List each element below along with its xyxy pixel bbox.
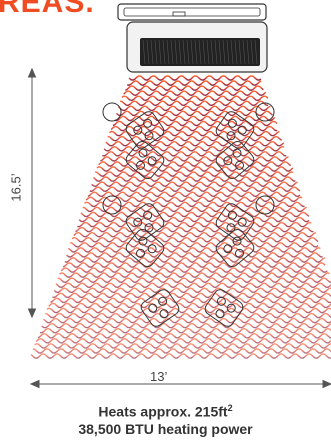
- heat-wave-line: [34, 342, 331, 349]
- heat-wave-line: [89, 186, 301, 193]
- height-dimension-line: [27, 67, 37, 319]
- heat-wave-line: [87, 191, 301, 198]
- heat-wave-line: [121, 95, 269, 102]
- width-label: 13’: [150, 369, 168, 384]
- chair-outline: [125, 228, 165, 268]
- heat-wave-line: [62, 262, 326, 268]
- patio-heater-icon: [117, 3, 268, 73]
- heat-wave-line: [117, 105, 271, 112]
- side-table-outline: [102, 195, 122, 215]
- heat-wave-line: [96, 166, 294, 172]
- height-label: 16.5’: [8, 173, 24, 202]
- heat-wave-line: [100, 155, 289, 162]
- heat-wave-line: [103, 145, 285, 152]
- heat-wave-line: [128, 75, 262, 81]
- heat-wave-line: [84, 201, 305, 208]
- heat-wave-line: [91, 181, 298, 188]
- heat-wave-line: [52, 292, 331, 299]
- chair-outline: [125, 140, 165, 180]
- chair-outline: [215, 228, 255, 268]
- heat-wave-line: [105, 140, 285, 147]
- heat-wave-line: [73, 231, 317, 238]
- heat-wave-line: [69, 241, 319, 248]
- coverage-text: Heats approx. 215ft: [98, 403, 228, 420]
- heater-grille: [142, 39, 258, 65]
- heat-wave-line: [71, 236, 319, 243]
- chair-outline: [125, 203, 165, 241]
- side-table-outline: [255, 102, 275, 122]
- chair-outline: [140, 289, 180, 327]
- heat-wave-line: [85, 196, 303, 203]
- heat-wave-line: [80, 211, 310, 218]
- chair-outline: [215, 140, 255, 180]
- heat-wave-line: [64, 257, 326, 263]
- btu-caption: 38,500 BTU heating power: [78, 421, 253, 437]
- heat-wave-line: [30, 353, 331, 359]
- heat-wave-line: [127, 80, 262, 86]
- heat-wave-line: [53, 287, 331, 294]
- heat-waves: [30, 75, 331, 359]
- heat-wave-line: [75, 226, 314, 233]
- heat-wave-line: [125, 85, 264, 92]
- heat-wave-line: [59, 272, 330, 278]
- seating-layout: [102, 102, 275, 327]
- heat-wave-line: [48, 302, 331, 309]
- width-dimension-line: [29, 379, 331, 389]
- heat-wave-line: [50, 297, 331, 304]
- page-title: REAS.: [0, 0, 95, 19]
- heat-wave-line: [109, 130, 280, 137]
- heat-wave-line: [60, 267, 328, 273]
- heat-wave-line: [55, 282, 331, 289]
- heat-wave-line: [78, 216, 310, 223]
- chair-outline: [215, 111, 255, 149]
- heat-wave-line: [110, 125, 278, 132]
- heat-wave-line: [35, 337, 331, 344]
- heat-wave-line: [43, 317, 331, 324]
- heat-wave-line: [107, 135, 283, 142]
- heat-wave-line: [46, 307, 331, 314]
- side-table-outline: [255, 195, 275, 215]
- coverage-caption: Heats approx. 215ft2: [0, 403, 331, 420]
- heat-wave-line: [37, 332, 331, 339]
- heat-wave-line: [112, 120, 278, 127]
- heat-wave-line: [41, 322, 331, 329]
- heat-wave-line: [98, 161, 292, 167]
- heat-wave-line: [82, 206, 308, 213]
- heat-wave-line: [66, 251, 323, 258]
- chair-outline: [204, 289, 244, 327]
- heat-wave-line: [67, 246, 321, 253]
- area-unit-superscript: 2: [227, 403, 233, 413]
- heat-wave-line: [123, 90, 267, 97]
- side-table-outline: [102, 102, 122, 122]
- heat-wave-line: [77, 221, 312, 228]
- heat-wave-line: [102, 150, 287, 157]
- chair-outline: [125, 111, 165, 149]
- heat-wave-line: [92, 176, 296, 182]
- heat-wave-line: [116, 110, 273, 117]
- heat-wave-line: [57, 277, 331, 284]
- heat-wave-line: [94, 171, 294, 177]
- heat-wave-line: [45, 312, 331, 319]
- heat-wave-line: [32, 348, 331, 354]
- heat-wave-line: [114, 115, 276, 122]
- heat-wave-line: [39, 327, 331, 334]
- heat-wave-line: [119, 100, 269, 107]
